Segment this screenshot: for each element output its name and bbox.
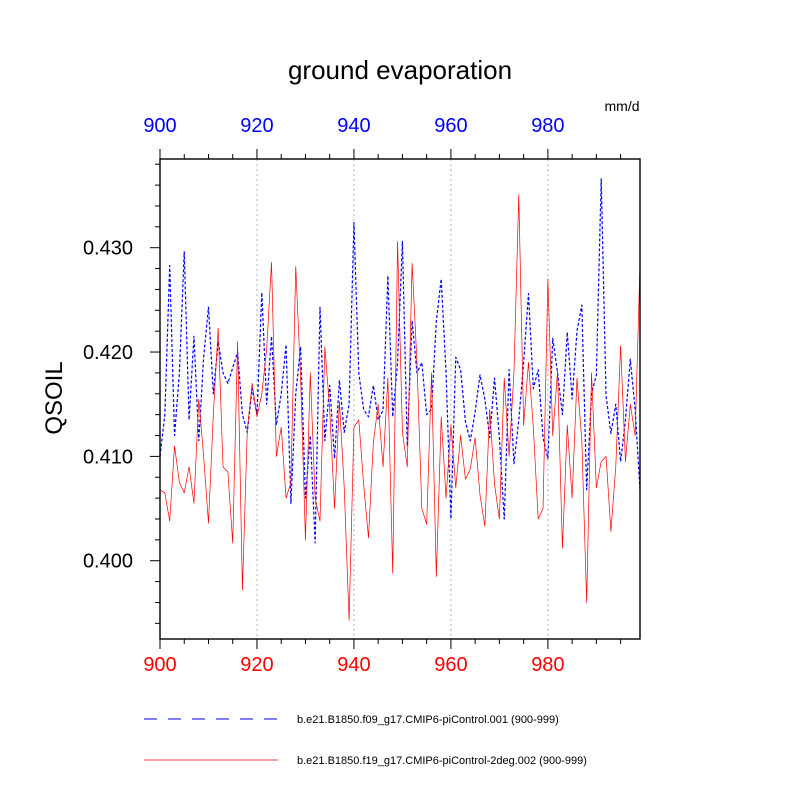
plot-frame [159, 158, 641, 640]
x-tick-label-bottom: 960 [434, 654, 467, 676]
x-tick-label-top: 980 [531, 115, 564, 137]
x-tick-label-top: 920 [240, 115, 273, 137]
x-tick-label-bottom: 980 [531, 654, 564, 676]
y-tick-label: 0.410 [83, 446, 133, 468]
y-tick-label: 0.400 [83, 551, 133, 573]
x-tick-label-bottom: 900 [143, 654, 176, 676]
x-tick-label-top: 900 [143, 115, 176, 137]
legend-label-series-2: b.e21.B1850.f19_g17.CMIP6-piControl-2deg… [297, 755, 587, 767]
x-tick-label-bottom: 940 [337, 654, 370, 676]
chart-title: ground evaporation [288, 55, 512, 85]
series-line-2 [159, 194, 641, 621]
y-tick-label: 0.430 [83, 238, 133, 260]
x-tick-label-top: 960 [434, 115, 467, 137]
y-axis-label: QSOIL [41, 361, 68, 434]
x-tick-label-top: 940 [337, 115, 370, 137]
y-tick-label: 0.420 [83, 342, 133, 364]
x-tick-label-bottom: 920 [240, 654, 273, 676]
units-label: mm/d [605, 98, 640, 114]
legend-label-series-1: b.e21.B1850.f09_g17.CMIP6-piControl.001 … [297, 714, 559, 726]
series-line-1 [159, 178, 641, 544]
